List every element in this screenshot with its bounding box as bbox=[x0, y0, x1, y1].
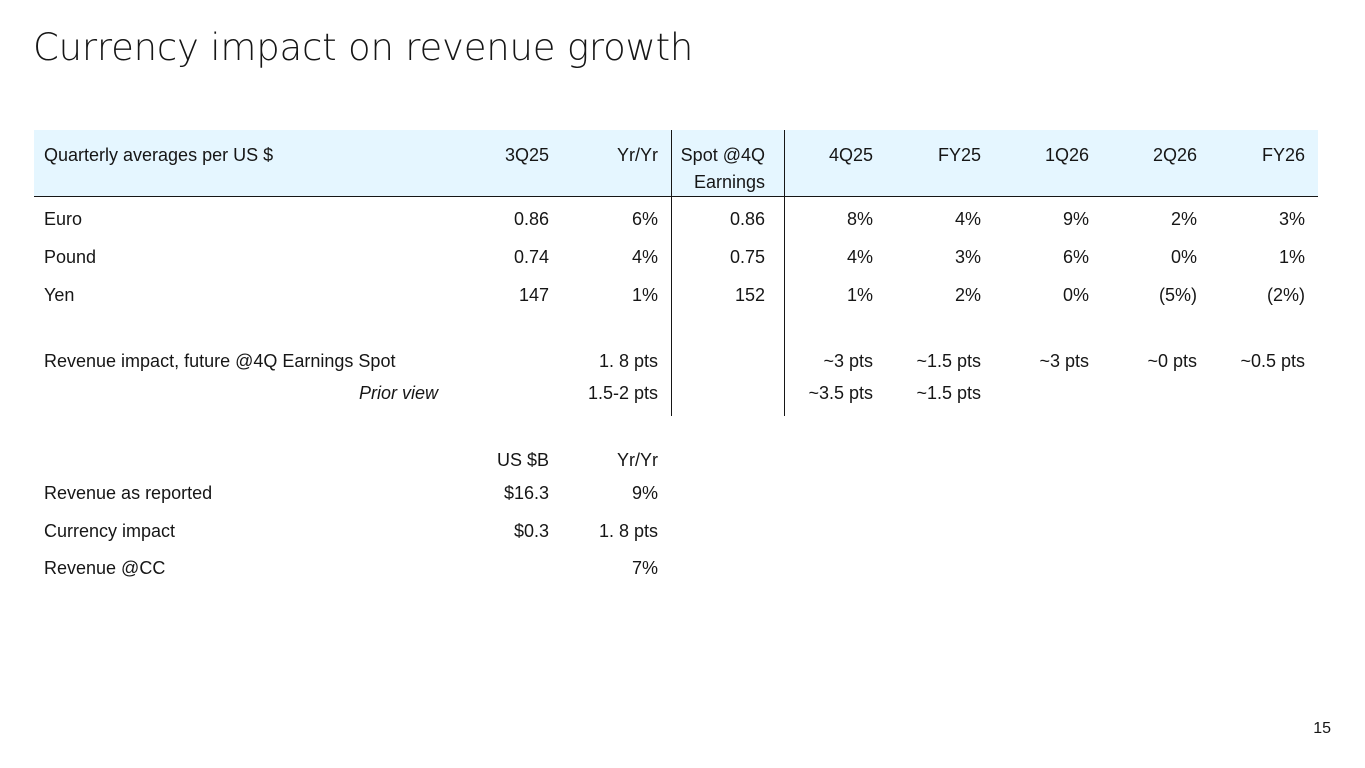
table-cell: 1.5-2 pts bbox=[587, 383, 658, 403]
table-cell: $16.3 bbox=[503, 483, 549, 503]
column-divider-right bbox=[784, 130, 785, 416]
table-cell: (5%) bbox=[1158, 285, 1197, 305]
column-divider-left bbox=[671, 130, 672, 416]
table-cell: 0% bbox=[1062, 285, 1089, 305]
table-cell: 7% bbox=[631, 558, 658, 578]
table-cell: $0.3 bbox=[513, 521, 549, 541]
header-us-b: US $B bbox=[496, 450, 549, 470]
header-spot-line2: Earnings bbox=[693, 172, 765, 192]
header-yr-yr: Yr/Yr bbox=[616, 145, 658, 165]
row-label-prior-view: Prior view bbox=[358, 383, 438, 403]
header-3q25: 3Q25 bbox=[504, 145, 549, 165]
table-cell: 2% bbox=[954, 285, 981, 305]
table-cell: ~3 pts bbox=[1039, 351, 1089, 371]
header-label: Quarterly averages per US $ bbox=[44, 145, 274, 165]
header-4q25: 4Q25 bbox=[828, 145, 873, 165]
table-cell: 3% bbox=[954, 247, 981, 267]
table-cell: 1% bbox=[1278, 247, 1305, 267]
row-label-revenue-reported: Revenue as reported bbox=[44, 483, 213, 503]
table-cell: 9% bbox=[1062, 209, 1089, 229]
header-1q26: 1Q26 bbox=[1044, 145, 1089, 165]
table-cell: 1. 8 pts bbox=[598, 351, 658, 371]
table-cell: 6% bbox=[1062, 247, 1089, 267]
table-cell: ~0 pts bbox=[1147, 351, 1197, 371]
table-cell: 0% bbox=[1170, 247, 1197, 267]
table-cell: 147 bbox=[518, 285, 549, 305]
table-cell: ~1.5 pts bbox=[916, 383, 981, 403]
table-cell: 8% bbox=[846, 209, 873, 229]
table-cell: 3% bbox=[1278, 209, 1305, 229]
table-cell: 1% bbox=[631, 285, 658, 305]
table-cell: (2%) bbox=[1266, 285, 1305, 305]
row-label-currency-impact: Currency impact bbox=[44, 521, 176, 541]
table-cell: ~3 pts bbox=[823, 351, 873, 371]
table-cell: 6% bbox=[631, 209, 658, 229]
table-cell: 2% bbox=[1170, 209, 1197, 229]
page-title: Currency impact on revenue growth bbox=[33, 26, 694, 69]
table-cell: ~1.5 pts bbox=[916, 351, 981, 371]
table-cell: 0.86 bbox=[729, 209, 765, 229]
table-cell: 9% bbox=[631, 483, 658, 503]
table-cell: 4% bbox=[954, 209, 981, 229]
table-cell: 0.74 bbox=[513, 247, 549, 267]
table-cell: 1% bbox=[846, 285, 873, 305]
row-label-revenue-cc: Revenue @CC bbox=[44, 558, 166, 578]
header-spot-line1: Spot @4Q bbox=[680, 145, 765, 165]
table-cell: ~0.5 pts bbox=[1240, 351, 1305, 371]
header-fy25: FY25 bbox=[937, 145, 981, 165]
table-cell: 1. 8 pts bbox=[598, 521, 658, 541]
table-cell: 4% bbox=[846, 247, 873, 267]
header-fy26: FY26 bbox=[1261, 145, 1305, 165]
table-cell: ~3.5 pts bbox=[808, 383, 873, 403]
page-number: 15 bbox=[1313, 720, 1331, 737]
header-2q26: 2Q26 bbox=[1152, 145, 1197, 165]
row-label-yen: Yen bbox=[44, 285, 75, 305]
row-label-revenue-impact: Revenue impact, future @4Q Earnings Spot bbox=[44, 351, 396, 371]
header-yr-yr: Yr/Yr bbox=[616, 450, 658, 470]
row-label-euro: Euro bbox=[44, 209, 83, 229]
table-cell: 0.75 bbox=[729, 247, 765, 267]
row-label-pound: Pound bbox=[44, 247, 97, 267]
table-header-background bbox=[34, 130, 1318, 197]
table-cell: 0.86 bbox=[513, 209, 549, 229]
table-cell: 4% bbox=[631, 247, 658, 267]
table-cell: 152 bbox=[734, 285, 765, 305]
